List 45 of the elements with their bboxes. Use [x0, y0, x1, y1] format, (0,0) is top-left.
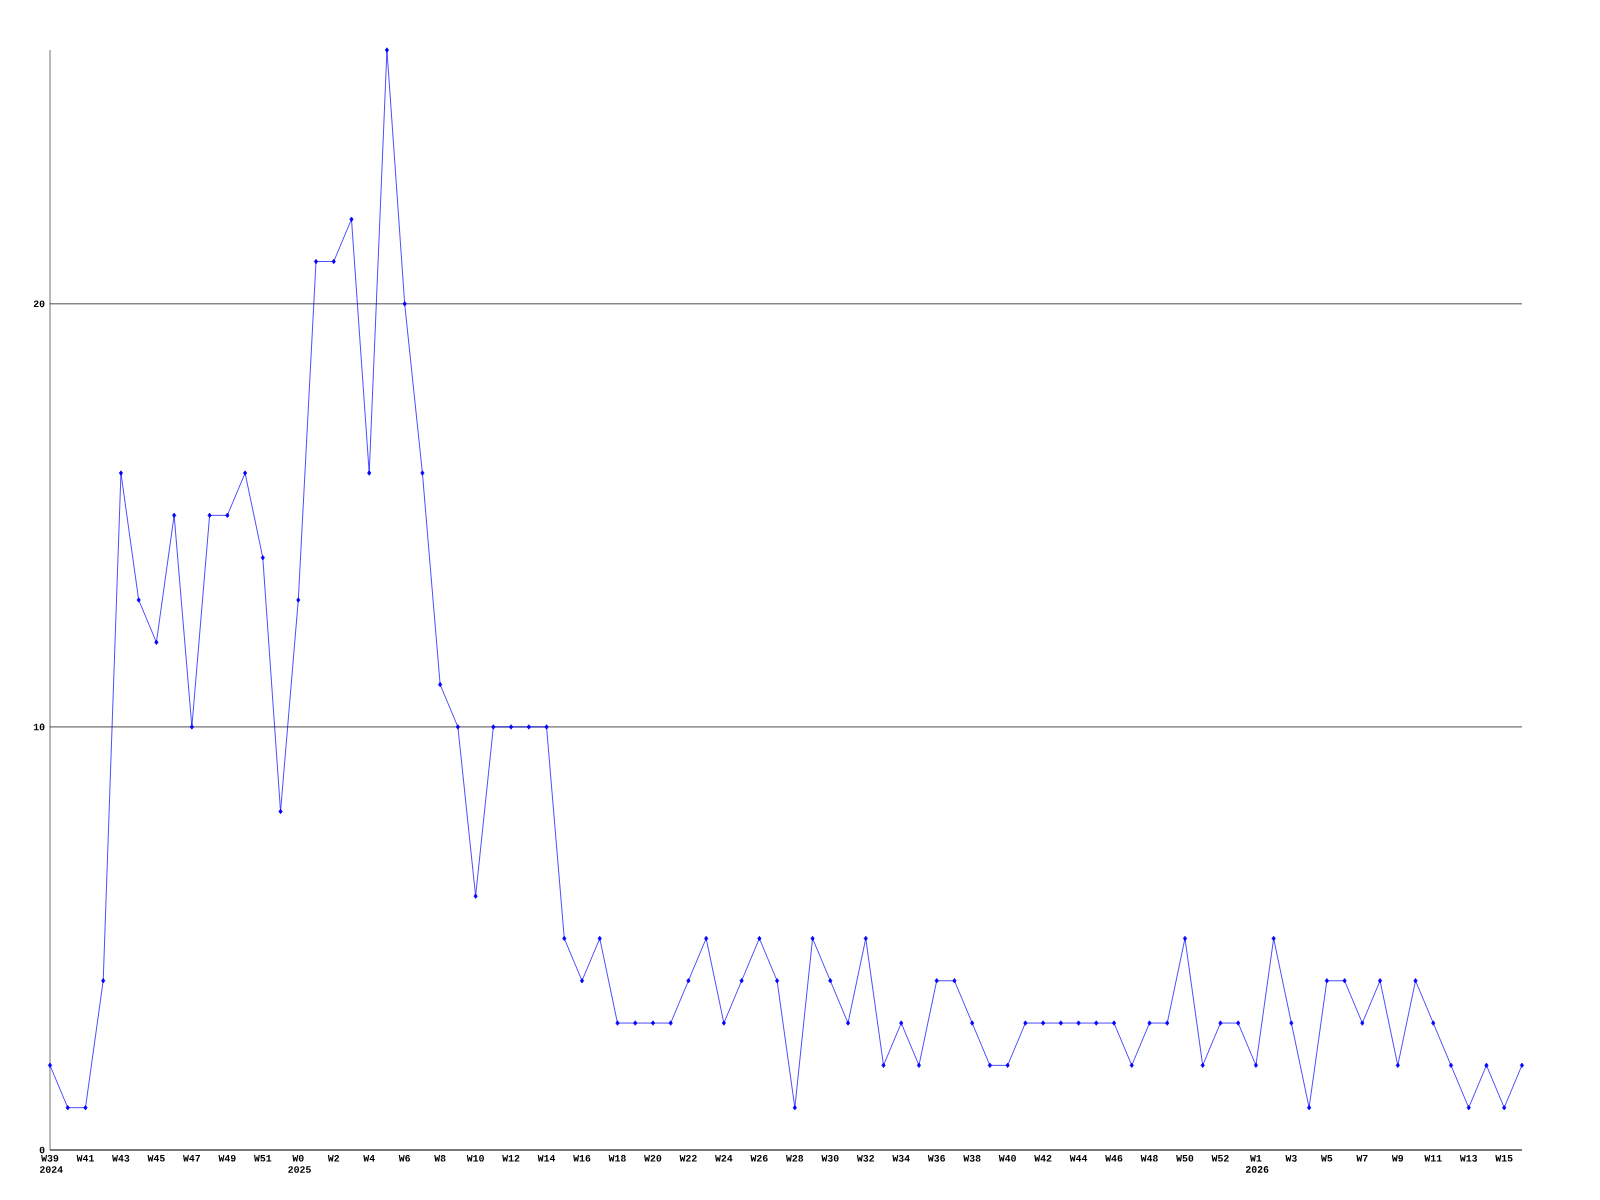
x-tick-label: W45 [147, 1154, 165, 1162]
x-tick-label: W26 [750, 1154, 768, 1162]
x-tick-label: W18 [608, 1154, 626, 1162]
x-tick-label: W30 [821, 1154, 839, 1162]
x-tick-label: W32 [856, 1154, 875, 1162]
x-tick-label: W15 [1495, 1154, 1513, 1162]
x-tick-label: W13 [1459, 1154, 1478, 1162]
x-tick-label: W14 [537, 1154, 556, 1162]
x-tick-label: W12 [502, 1154, 520, 1162]
x-tick-label: W38 [963, 1154, 981, 1162]
x-tick-label: W43 [112, 1154, 130, 1162]
x-tick-label: W47 [183, 1154, 201, 1162]
x-tick-label: W28 [785, 1154, 804, 1162]
x-tick-label: W11 [1424, 1154, 1442, 1162]
x-tick-label: W51 [253, 1154, 272, 1162]
x-tick-label: W6 [398, 1154, 411, 1162]
x-tick-label: W20 [644, 1154, 662, 1162]
x-tick-label: W16 [573, 1154, 591, 1162]
x-tick-label: W41 [76, 1154, 94, 1162]
x-tick-label: W42 [1034, 1154, 1052, 1162]
x-tick-label: W52 [1211, 1154, 1229, 1162]
x-tick-label: W48 [1140, 1154, 1158, 1162]
y-tick-label: 20 [33, 300, 45, 308]
x-tick-label: W2 [327, 1154, 340, 1162]
x-tick-label: W39 2024 [40, 1154, 63, 1173]
x-tick-label: W3 [1285, 1154, 1297, 1162]
x-tick-label: W22 [679, 1154, 697, 1162]
x-tick-label: W46 [1105, 1154, 1123, 1162]
x-tick-label: W9 [1391, 1154, 1404, 1162]
x-tick-label: W40 [998, 1154, 1016, 1162]
x-tick-label: W24 [715, 1154, 733, 1162]
x-tick-label: W44 [1069, 1154, 1088, 1162]
x-tick-label: W36 [927, 1154, 946, 1162]
x-tick-label: W4 [363, 1154, 375, 1162]
x-tick-label: W34 [892, 1154, 910, 1162]
x-tick-label: W7 [1356, 1154, 1368, 1162]
x-tick-label: W8 [434, 1154, 446, 1162]
x-tick-label: W1 2026 [1245, 1154, 1269, 1173]
x-tick-label: W50 [1176, 1154, 1194, 1162]
y-tick-label: 10 [33, 723, 45, 731]
x-tick-label: W49 [218, 1154, 236, 1162]
x-tick-label: W0 2025 [288, 1154, 311, 1173]
x-tick-label: W10 [466, 1154, 484, 1162]
x-tick-label: W5 [1320, 1154, 1333, 1162]
y-tick-label: 0 [39, 1146, 45, 1154]
